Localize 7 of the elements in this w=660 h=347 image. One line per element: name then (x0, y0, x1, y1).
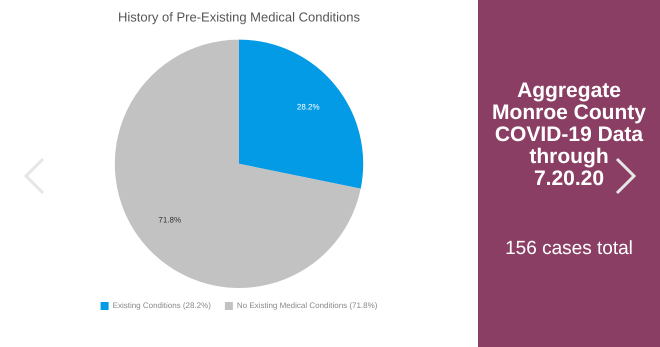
chart-title: History of Pre-Existing Medical Conditions (118, 9, 361, 24)
legend-label: No Existing Medical Conditions (71.8%) (236, 301, 378, 310)
legend-label: Existing Conditions (28.2%) (112, 301, 212, 310)
data-label: 71.8% (158, 216, 182, 225)
data-label: 28.2% (296, 102, 320, 112)
text: 156 cases total (504, 238, 634, 260)
text: Aggregate Monroe County COVID-19 Data through 7.20.20 (492, 79, 646, 190)
